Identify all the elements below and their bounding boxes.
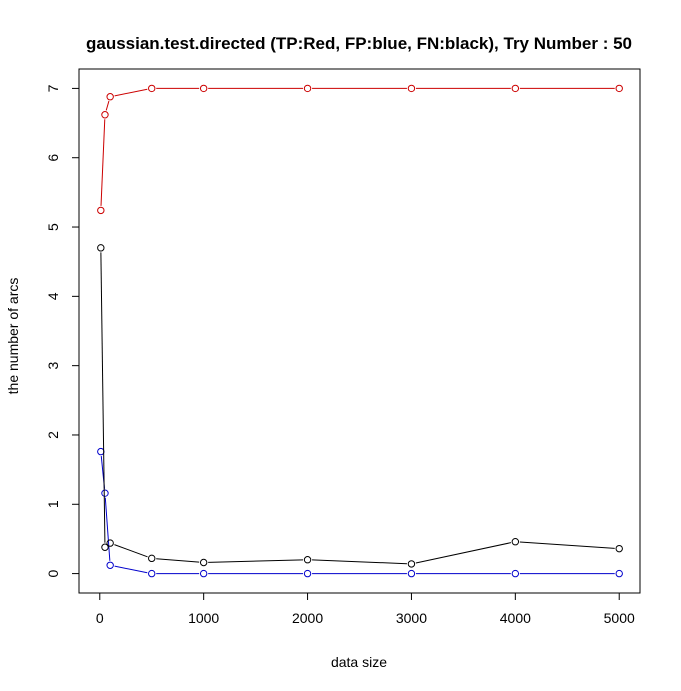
series-0-point bbox=[97, 206, 105, 215]
series-2-segment bbox=[114, 544, 148, 558]
series-0-point bbox=[148, 84, 156, 93]
x-axis-label: data size bbox=[331, 654, 387, 670]
x-tick-label: 2000 bbox=[292, 610, 323, 626]
series-1-point bbox=[303, 569, 312, 578]
series-1-segment bbox=[104, 497, 111, 561]
series-0-segment bbox=[105, 100, 110, 111]
series-2-segment bbox=[415, 542, 512, 564]
series-0-segment bbox=[114, 88, 148, 97]
series-0-point bbox=[199, 84, 208, 93]
x-tick-label: 5000 bbox=[604, 610, 635, 626]
series-1-point bbox=[148, 569, 156, 578]
series-1-segment bbox=[114, 565, 148, 574]
chart-title: gaussian.test.directed (TP:Red, FP:blue,… bbox=[86, 34, 632, 53]
y-tick-label: 2 bbox=[45, 431, 61, 439]
series-0-point bbox=[101, 111, 109, 119]
plot-frame bbox=[78, 68, 641, 594]
y-tick-label: 6 bbox=[45, 154, 61, 162]
y-tick-label: 1 bbox=[45, 500, 61, 508]
x-tick-label: 1000 bbox=[188, 610, 219, 626]
series-1-point bbox=[97, 447, 105, 456]
series-layer bbox=[97, 84, 623, 578]
series-1-point bbox=[199, 569, 208, 578]
y-tick-label: 3 bbox=[45, 362, 61, 370]
series-2-segment bbox=[156, 558, 200, 563]
series-2-segment bbox=[312, 559, 407, 565]
series-1-point bbox=[615, 569, 623, 578]
series-2-point bbox=[106, 539, 114, 547]
series-2-point bbox=[97, 244, 105, 252]
series-2-point bbox=[101, 543, 109, 551]
y-axis: 0 1 2 3 4 5 6 7 bbox=[45, 84, 80, 577]
series-2 bbox=[97, 244, 623, 568]
y-tick-label: 0 bbox=[45, 569, 61, 577]
series-1-point bbox=[407, 569, 416, 578]
series-2-point bbox=[148, 554, 156, 563]
series-1 bbox=[97, 447, 623, 578]
series-0-point bbox=[511, 84, 520, 93]
y-axis-label: the number of arcs bbox=[5, 278, 21, 395]
series-2-point bbox=[303, 556, 312, 564]
series-2-point bbox=[407, 560, 416, 568]
series-2-point bbox=[511, 538, 520, 546]
series-0 bbox=[97, 84, 623, 215]
series-0-point bbox=[106, 93, 114, 101]
x-tick-label: 3000 bbox=[396, 610, 427, 626]
x-axis: 0 1000 2000 3000 4000 5000 bbox=[96, 592, 635, 626]
series-0-point bbox=[303, 84, 312, 93]
series-2-segment bbox=[100, 252, 106, 543]
series-0-point bbox=[615, 84, 623, 93]
y-tick-label: 7 bbox=[45, 84, 61, 92]
x-tick-label: 4000 bbox=[500, 610, 531, 626]
y-tick-label: 5 bbox=[45, 223, 61, 231]
x-tick-label: 0 bbox=[96, 610, 104, 626]
y-tick-label: 4 bbox=[45, 292, 61, 300]
series-1-point bbox=[106, 561, 114, 569]
series-2-point bbox=[199, 558, 208, 567]
series-2-segment bbox=[208, 559, 304, 563]
series-0-point bbox=[407, 84, 416, 93]
series-2-point bbox=[615, 544, 623, 553]
series-2-segment bbox=[519, 541, 615, 549]
series-1-point bbox=[511, 569, 520, 578]
series-1-point bbox=[101, 489, 109, 497]
series-0-segment bbox=[100, 119, 106, 206]
